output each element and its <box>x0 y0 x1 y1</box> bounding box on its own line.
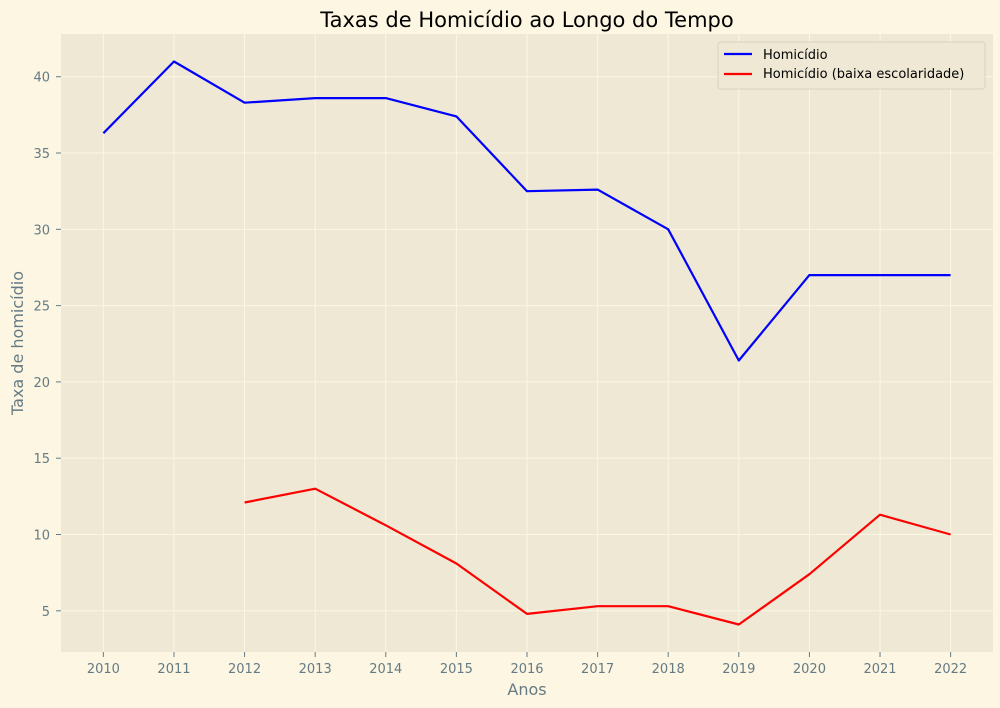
y-tick-label: 10 <box>33 529 50 544</box>
legend-label-baixa-escolaridade: Homicídio (baixa escolaridade) <box>763 67 964 82</box>
x-tick-label: 2012 <box>228 662 261 677</box>
y-tick-label: 20 <box>33 376 50 391</box>
legend-label-homicidio: Homicídio <box>763 48 828 63</box>
x-tick-label: 2017 <box>581 662 614 677</box>
legend: Homicídio Homicídio (baixa escolaridade) <box>717 41 986 90</box>
y-tick-label: 30 <box>33 223 50 238</box>
x-tick-label: 2020 <box>793 662 826 677</box>
x-tick-label: 2014 <box>369 662 402 677</box>
y-tick-label: 35 <box>33 147 50 162</box>
y-tick-label: 25 <box>33 300 50 315</box>
x-tick-label: 2016 <box>510 662 543 677</box>
tick-labels: 2010 2011 2012 2013 2014 2015 2016 2017 2018 2019… <box>33 71 967 677</box>
grid-lines <box>61 34 993 652</box>
x-tick-label: 2015 <box>440 662 473 677</box>
y-axis-label: Taxa de homicídio <box>8 271 27 416</box>
y-tick-label: 40 <box>33 71 50 86</box>
y-tick-label: 5 <box>42 605 50 620</box>
x-tick-label: 2011 <box>157 662 190 677</box>
x-tick-label: 2022 <box>934 662 967 677</box>
chart-title: Taxas de Homicídio ao Longo do Tempo <box>319 8 733 32</box>
legend-box <box>717 41 986 90</box>
x-tick-label: 2013 <box>299 662 332 677</box>
x-tick-label: 2019 <box>722 662 755 677</box>
y-tick-label: 15 <box>33 452 50 467</box>
x-axis-label: Anos <box>507 680 546 699</box>
series-line-1 <box>244 487 951 626</box>
x-tick-label: 2010 <box>87 662 120 677</box>
x-tick-label: 2021 <box>863 662 896 677</box>
series-line-0 <box>102 60 951 362</box>
series-lines <box>102 60 951 626</box>
x-tick-label: 2018 <box>652 662 685 677</box>
